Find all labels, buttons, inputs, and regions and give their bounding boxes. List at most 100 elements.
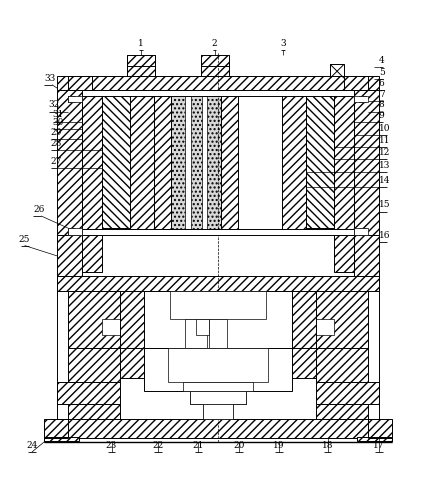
Text: 21: 21 bbox=[193, 441, 204, 450]
Bar bbox=[190, 391, 203, 404]
Text: 10: 10 bbox=[379, 124, 390, 133]
Bar bbox=[334, 235, 354, 272]
Bar bbox=[82, 90, 102, 232]
Bar bbox=[68, 348, 120, 382]
Text: 17: 17 bbox=[373, 441, 385, 450]
Bar bbox=[292, 348, 316, 378]
Bar bbox=[316, 404, 368, 419]
Bar bbox=[57, 382, 120, 404]
Text: 24: 24 bbox=[26, 441, 37, 450]
Text: 8: 8 bbox=[379, 101, 385, 109]
Bar bbox=[144, 348, 292, 391]
Bar bbox=[120, 291, 144, 348]
Text: 31: 31 bbox=[53, 110, 64, 119]
Text: 33: 33 bbox=[44, 74, 55, 82]
Bar bbox=[57, 235, 82, 276]
Text: 15: 15 bbox=[379, 200, 390, 210]
Bar bbox=[359, 96, 366, 102]
Bar bbox=[168, 348, 268, 382]
Text: 32: 32 bbox=[48, 101, 60, 109]
Bar bbox=[251, 291, 266, 319]
Text: 9: 9 bbox=[379, 111, 385, 120]
Text: 13: 13 bbox=[379, 162, 390, 170]
Text: 7: 7 bbox=[379, 90, 385, 99]
Bar bbox=[354, 228, 368, 235]
Bar bbox=[316, 348, 368, 382]
Bar bbox=[357, 436, 392, 441]
Text: 2: 2 bbox=[212, 39, 217, 48]
Bar bbox=[344, 76, 368, 90]
Text: 5: 5 bbox=[379, 68, 385, 77]
Bar bbox=[68, 228, 82, 235]
Bar bbox=[102, 319, 131, 334]
Text: 16: 16 bbox=[379, 231, 390, 240]
Bar bbox=[316, 291, 368, 348]
Bar bbox=[330, 64, 344, 78]
Bar bbox=[253, 348, 268, 382]
Bar bbox=[202, 91, 207, 235]
Bar bbox=[282, 94, 306, 232]
Bar bbox=[57, 76, 379, 90]
Bar bbox=[209, 319, 227, 348]
Bar bbox=[68, 96, 82, 102]
Bar bbox=[185, 91, 191, 235]
Bar bbox=[354, 90, 379, 235]
Bar bbox=[185, 319, 207, 348]
Bar bbox=[316, 382, 379, 404]
Bar bbox=[120, 348, 144, 378]
Bar bbox=[168, 348, 183, 382]
Bar bbox=[305, 319, 334, 334]
Bar bbox=[170, 291, 266, 319]
Text: 19: 19 bbox=[273, 441, 285, 450]
Text: 30: 30 bbox=[53, 118, 64, 127]
Bar bbox=[203, 404, 233, 419]
Bar bbox=[68, 291, 120, 348]
Bar bbox=[221, 94, 238, 232]
Text: 29: 29 bbox=[51, 128, 62, 137]
Bar bbox=[68, 228, 75, 235]
Bar bbox=[183, 382, 253, 391]
Text: 18: 18 bbox=[322, 441, 333, 450]
Text: 3: 3 bbox=[280, 39, 286, 48]
Text: 23: 23 bbox=[106, 441, 117, 450]
Bar bbox=[292, 291, 316, 348]
Bar bbox=[359, 228, 366, 235]
Text: 12: 12 bbox=[379, 148, 390, 157]
Text: 28: 28 bbox=[51, 139, 62, 148]
Bar bbox=[102, 96, 130, 228]
Bar bbox=[196, 319, 209, 334]
Bar bbox=[266, 291, 292, 308]
Text: 25: 25 bbox=[19, 235, 31, 244]
Bar bbox=[120, 291, 144, 319]
Bar bbox=[57, 276, 379, 291]
Bar bbox=[44, 436, 79, 441]
Bar bbox=[144, 291, 292, 348]
Text: 6: 6 bbox=[379, 79, 385, 88]
Text: 20: 20 bbox=[233, 441, 245, 450]
Bar bbox=[292, 291, 316, 319]
Bar bbox=[154, 94, 171, 232]
Text: 26: 26 bbox=[33, 205, 44, 214]
Bar bbox=[82, 90, 354, 96]
Text: 4: 4 bbox=[379, 56, 385, 65]
Bar bbox=[190, 391, 246, 404]
Bar bbox=[44, 419, 392, 437]
Bar bbox=[268, 348, 292, 378]
Text: 1: 1 bbox=[138, 39, 143, 48]
Bar bbox=[82, 235, 102, 272]
Bar bbox=[306, 96, 334, 228]
Bar bbox=[170, 291, 185, 319]
Bar bbox=[233, 391, 246, 404]
Text: 27: 27 bbox=[51, 157, 62, 166]
Bar bbox=[68, 96, 75, 102]
Bar bbox=[57, 90, 82, 235]
Bar bbox=[354, 235, 379, 276]
Bar bbox=[130, 94, 154, 232]
Bar bbox=[82, 229, 354, 235]
Bar bbox=[334, 90, 354, 232]
Bar bbox=[354, 96, 368, 102]
Bar bbox=[144, 291, 170, 308]
Bar bbox=[201, 55, 229, 76]
Bar bbox=[144, 348, 168, 378]
Bar bbox=[68, 404, 120, 419]
